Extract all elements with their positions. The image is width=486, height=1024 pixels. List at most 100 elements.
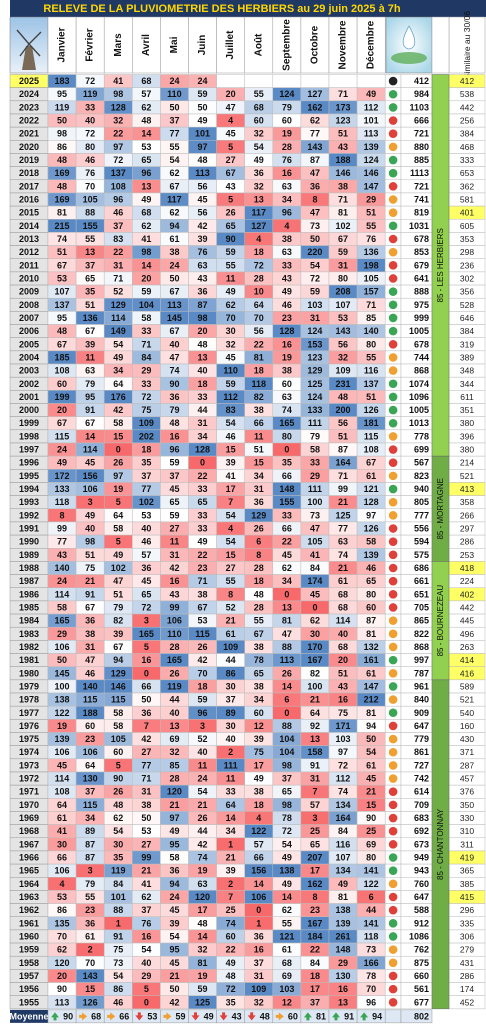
month-value: 47 <box>310 168 320 178</box>
month-value: 0 <box>116 445 121 455</box>
similar: 356 <box>460 287 474 297</box>
year: 2011 <box>19 260 39 270</box>
month-value: 110 <box>167 629 182 639</box>
month-value: 115 <box>195 629 210 639</box>
year: 1956 <box>19 984 39 994</box>
similar: 351 <box>460 405 474 415</box>
similar: 431 <box>460 958 474 968</box>
year: 1993 <box>19 497 39 507</box>
month-value: 42 <box>113 405 123 415</box>
month-value: 145 <box>167 313 182 323</box>
year: 1981 <box>19 655 39 665</box>
month-header: Mai <box>169 36 180 53</box>
year: 1988 <box>19 563 39 573</box>
month-value: 176 <box>111 392 126 402</box>
total-indicator <box>388 971 398 981</box>
month-value: 23 <box>282 313 292 323</box>
month-value: 136 <box>364 247 379 257</box>
month-value: 67 <box>85 326 95 336</box>
month-value: 19 <box>198 866 208 876</box>
month-header-cell <box>103 16 133 74</box>
month-value: 74 <box>226 918 236 928</box>
month-value: 42 <box>169 563 179 573</box>
month-value: 84 <box>338 826 348 836</box>
similar: 402 <box>460 589 474 599</box>
month-value: 106 <box>83 747 98 757</box>
month-value: 81 <box>338 892 348 902</box>
month-value: 14 <box>141 129 151 139</box>
similar: 389 <box>460 352 474 362</box>
month-value: 25 <box>310 826 320 836</box>
month-value: 1 <box>228 839 233 849</box>
month-value: 139 <box>364 550 379 560</box>
year: 2022 <box>19 116 39 126</box>
month-value: 32 <box>198 945 208 955</box>
month-value: 53 <box>141 142 151 152</box>
year: 2023 <box>19 102 39 112</box>
total: 984 <box>414 89 429 99</box>
total-indicator <box>388 234 398 244</box>
month-value: 65 <box>366 576 376 586</box>
month-value: 16 <box>338 984 348 994</box>
average-value: 91 <box>344 1011 354 1021</box>
total-indicator <box>388 997 398 1007</box>
month-value: 59 <box>226 247 236 257</box>
month-value: 26 <box>198 813 208 823</box>
total-indicator <box>388 892 398 902</box>
year: 1990 <box>19 537 39 547</box>
total-indicator <box>388 208 398 217</box>
month-value: 18 <box>198 681 208 691</box>
month-value: 63 <box>85 366 95 376</box>
month-header: Octobre <box>309 25 320 64</box>
month-value: 167 <box>307 655 322 665</box>
month-value: 49 <box>198 537 208 547</box>
month-value: 81 <box>282 616 292 626</box>
month-value: 167 <box>307 918 322 928</box>
trend-arrow <box>51 1012 59 1021</box>
total-indicator <box>388 261 398 270</box>
average-dot-cell <box>384 1009 402 1024</box>
month-value: 75 <box>141 405 151 415</box>
month-value: 33 <box>282 510 292 520</box>
month-value: 15 <box>113 431 123 441</box>
similar: 457 <box>460 774 474 784</box>
month-value: 94 <box>169 879 179 889</box>
month-value: 18 <box>254 247 264 257</box>
total: 997 <box>414 655 429 665</box>
month-value: 18 <box>254 800 264 810</box>
month-value: 23 <box>198 563 208 573</box>
month-value: 22 <box>254 339 264 349</box>
month-value: 77 <box>141 760 151 770</box>
similar: 253 <box>460 550 474 560</box>
month-value: 32 <box>226 339 236 349</box>
month-value: 37 <box>310 997 320 1007</box>
month-value: 70 <box>254 313 264 323</box>
month-value: 54 <box>113 339 123 349</box>
month-value: 72 <box>113 155 123 165</box>
month-value: 33 <box>141 379 151 389</box>
month-value: 38 <box>198 589 208 599</box>
year: 2017 <box>19 181 39 191</box>
total: 686 <box>414 563 429 573</box>
month-value: 27 <box>141 747 151 757</box>
total: 1031 <box>409 221 429 231</box>
month-value: 166 <box>364 958 379 968</box>
month-value: 40 <box>169 708 179 718</box>
month-value: 21 <box>169 971 179 981</box>
month-value: 32 <box>113 116 123 126</box>
month-value: 67 <box>366 458 376 468</box>
month-value: 38 <box>282 366 292 376</box>
month-header: Novembre <box>338 20 349 69</box>
month-value: 71 <box>141 774 151 784</box>
month-value: 20 <box>57 405 67 415</box>
total: 660 <box>414 971 429 981</box>
month-value: 108 <box>111 181 126 191</box>
month-value: 134 <box>336 866 351 876</box>
month-value: 59 <box>338 247 348 257</box>
total-indicator <box>388 471 398 481</box>
total-indicator <box>388 313 398 323</box>
month-value: 156 <box>83 471 98 481</box>
month-value: 37 <box>169 116 179 126</box>
month-value: 48 <box>57 326 67 336</box>
month-value: 146 <box>364 168 379 178</box>
